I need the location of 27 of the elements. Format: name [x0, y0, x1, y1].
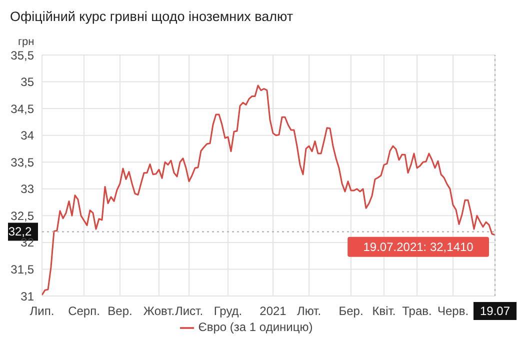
x-tick-label: Бер. [338, 304, 364, 318]
x-tick-label: Вер. [108, 304, 132, 318]
y-tick-label: 34,5 [10, 102, 34, 116]
chart-title: Офіційний курс гривні щодо іноземних валют [9, 8, 294, 26]
x-tick-label: Трав. [402, 304, 432, 318]
x-tick-label: Квіт. [372, 304, 396, 318]
annotation: 19.07.2021: 32,1410 [363, 240, 474, 254]
y-tick-label: 34 [20, 128, 34, 143]
y-tick-label: 35 [20, 75, 34, 90]
x-tick-label: Лип. [30, 304, 54, 318]
x-tick-label: Лют. [296, 304, 322, 318]
y-axis-title: грн [18, 36, 34, 48]
y-tick-label: 33,5 [10, 155, 34, 170]
y-tick-label: 32,5 [10, 208, 34, 223]
x-tick-label: Черв. [437, 304, 469, 318]
x-tick-label: 19.07 [480, 304, 510, 318]
y-tick-label: 31 [20, 289, 34, 304]
x-tick-label: Серп. [68, 304, 100, 318]
y-tick-label: 31,5 [10, 262, 34, 276]
x-tick-label: 2021 [260, 304, 287, 318]
y-tick-label: 33 [20, 182, 34, 196]
x-tick-label: Груд. [214, 304, 242, 318]
x-tick-label: Лист. [174, 304, 204, 318]
y-tick-label: 35,5 [10, 48, 34, 62]
legend-label: Євро (за 1 одиницю) [198, 320, 313, 334]
x-tick-label: Жовт. [143, 304, 175, 318]
ref-line-label: 32,2 [8, 224, 32, 239]
